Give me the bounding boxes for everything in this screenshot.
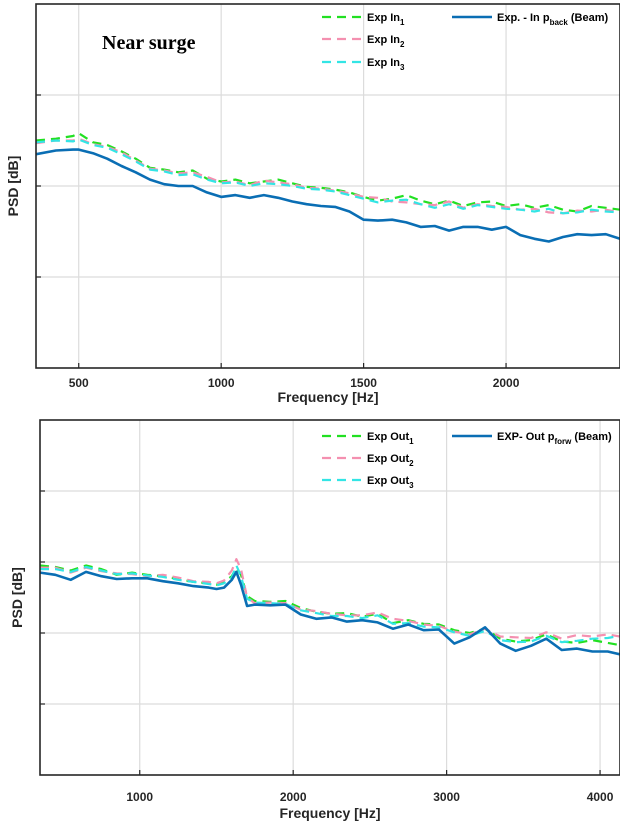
legend-label-2: Exp In2 bbox=[367, 34, 405, 49]
x-axis-label: Frequency [Hz] bbox=[277, 389, 378, 405]
y-axis-label: PSD [dB] bbox=[5, 156, 21, 217]
x-axis-label: Frequency [Hz] bbox=[279, 805, 380, 821]
series-line-4 bbox=[36, 148, 620, 243]
legend-label-4: EXP- Out pforw (Beam) bbox=[497, 431, 612, 446]
legend: Exp In1 Exp In2 Exp In3 Exp. - In pback (Be… bbox=[322, 12, 608, 72]
x-tick-label: 1500 bbox=[350, 376, 377, 390]
plot-area bbox=[36, 132, 620, 243]
plot-area bbox=[40, 558, 620, 656]
chart-1: 500 1000 1500 2000 Frequency [Hz] PSD [dB] Nea… bbox=[5, 3, 620, 405]
legend: Exp Out1 Exp Out2 Exp Out3 EXP- Out pforw (… bbox=[322, 431, 612, 490]
x-tick-label: 1000 bbox=[208, 376, 235, 390]
axes-frame bbox=[39, 419, 620, 776]
x-tick-label: 2000 bbox=[493, 376, 520, 390]
series-line-3 bbox=[40, 564, 620, 644]
y-axis-label: PSD [dB] bbox=[9, 567, 25, 628]
series-line-3 bbox=[36, 138, 620, 215]
chart-2: 1000 2000 3000 4000 Frequency [Hz] PSD [dB] Ex… bbox=[9, 419, 620, 821]
legend-label-2: Exp Out2 bbox=[367, 453, 414, 468]
series-line-1 bbox=[36, 132, 620, 213]
series-line-4 bbox=[40, 570, 620, 656]
legend-label-4: Exp. - In pback (Beam) bbox=[497, 12, 608, 27]
series-line-2 bbox=[40, 558, 620, 640]
x-tick-label: 500 bbox=[69, 376, 89, 390]
series-line-2 bbox=[36, 137, 620, 215]
x-tick-label: 3000 bbox=[433, 790, 460, 804]
legend-label-1: Exp In1 bbox=[367, 12, 405, 27]
x-tick-label: 4000 bbox=[587, 790, 614, 804]
legend-label-1: Exp Out1 bbox=[367, 431, 414, 446]
legend-label-3: Exp In3 bbox=[367, 57, 405, 72]
x-tick-label: 1000 bbox=[126, 790, 153, 804]
legend-label-3: Exp Out3 bbox=[367, 475, 414, 490]
x-tick-label: 2000 bbox=[280, 790, 307, 804]
annotation-text: Near surge bbox=[102, 32, 196, 54]
